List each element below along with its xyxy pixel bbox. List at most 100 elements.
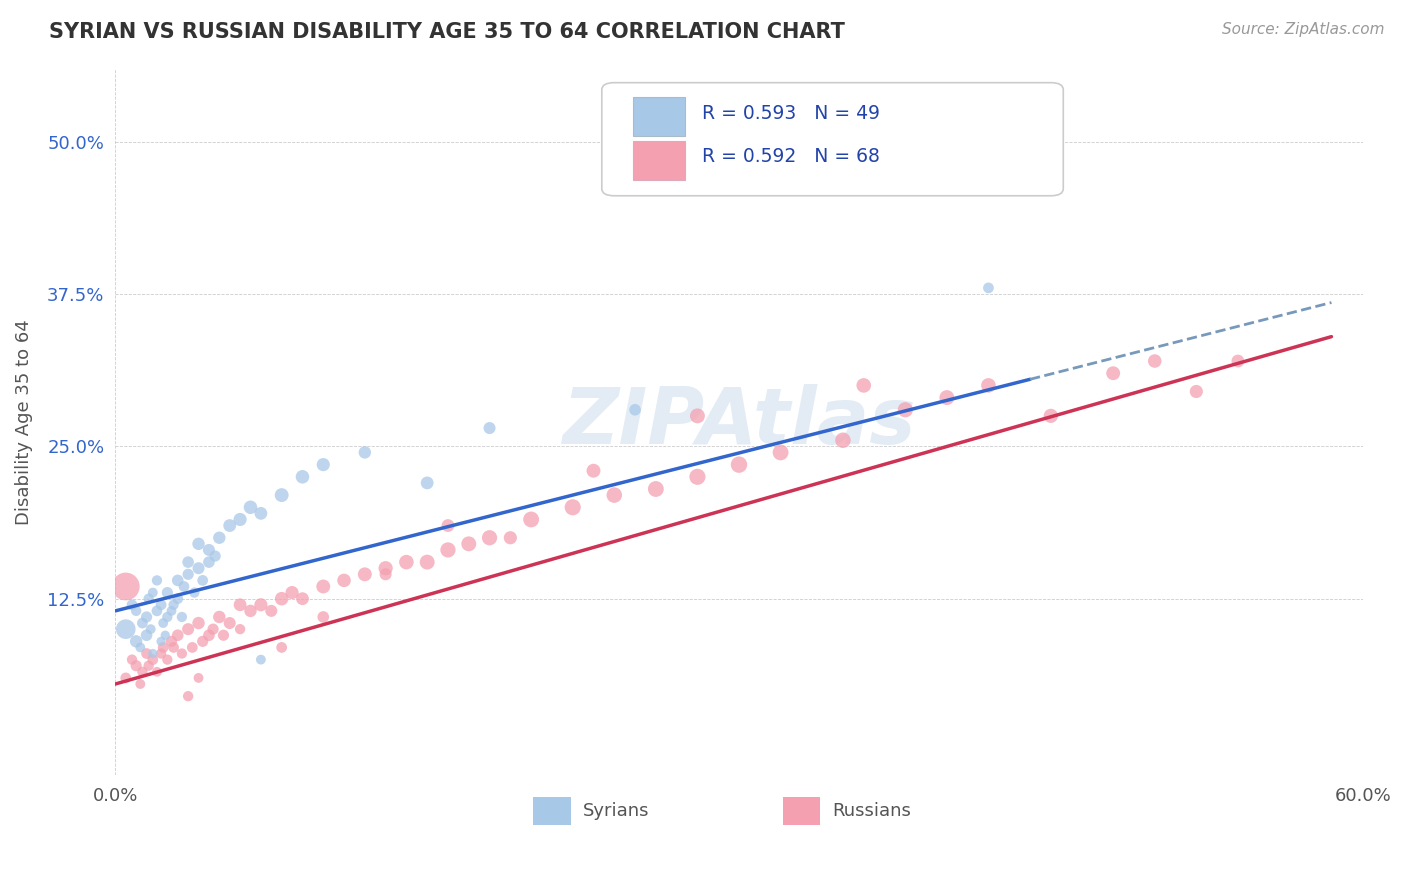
Point: [135, 647, 157, 661]
Point: [183, 585, 205, 599]
Point: [166, 591, 188, 606]
Point: [270, 488, 292, 502]
Point: [150, 634, 173, 648]
Point: [478, 421, 501, 435]
Point: [202, 622, 225, 636]
Point: [353, 567, 375, 582]
Point: [218, 615, 240, 630]
Point: [160, 604, 183, 618]
Point: [603, 488, 626, 502]
Point: [644, 482, 666, 496]
Point: [142, 652, 165, 666]
Point: [173, 580, 195, 594]
Point: [1143, 354, 1166, 368]
Point: [146, 574, 169, 588]
Point: [177, 567, 200, 582]
Point: [177, 622, 200, 636]
Point: [353, 445, 375, 459]
Point: [177, 555, 200, 569]
Point: [561, 500, 583, 515]
Point: [457, 537, 479, 551]
Point: [138, 591, 160, 606]
Point: [728, 458, 751, 472]
Point: [146, 604, 169, 618]
Point: [212, 628, 235, 642]
Point: [977, 378, 1000, 392]
Point: [852, 378, 875, 392]
Point: [131, 665, 153, 679]
Point: [121, 652, 143, 666]
Point: [114, 671, 136, 685]
Point: [125, 634, 148, 648]
FancyBboxPatch shape: [633, 97, 685, 136]
Point: [935, 391, 957, 405]
Point: [160, 634, 183, 648]
FancyBboxPatch shape: [533, 797, 571, 825]
Point: [129, 640, 152, 655]
Point: [166, 574, 188, 588]
Point: [125, 658, 148, 673]
Point: [686, 470, 709, 484]
Point: [152, 615, 174, 630]
Point: [312, 458, 335, 472]
Point: [395, 555, 418, 569]
Point: [1226, 354, 1249, 368]
Point: [281, 585, 304, 599]
Point: [416, 555, 439, 569]
Point: [250, 507, 273, 521]
Point: [239, 604, 262, 618]
Point: [187, 615, 209, 630]
Point: [333, 574, 356, 588]
FancyBboxPatch shape: [783, 797, 820, 825]
Point: [198, 555, 221, 569]
Point: [229, 622, 252, 636]
Point: [291, 470, 314, 484]
Point: [156, 585, 179, 599]
Point: [499, 531, 522, 545]
FancyBboxPatch shape: [633, 141, 685, 179]
Point: [312, 580, 335, 594]
Point: [114, 580, 136, 594]
Point: [250, 652, 273, 666]
Point: [166, 628, 188, 642]
Point: [208, 531, 231, 545]
Point: [156, 652, 179, 666]
Point: [769, 445, 792, 459]
Point: [170, 610, 193, 624]
Point: [150, 647, 173, 661]
Point: [478, 531, 501, 545]
Text: R = 0.593   N = 49: R = 0.593 N = 49: [702, 103, 880, 122]
Point: [218, 518, 240, 533]
Text: Source: ZipAtlas.com: Source: ZipAtlas.com: [1222, 22, 1385, 37]
Point: [270, 640, 292, 655]
Point: [177, 689, 200, 703]
Point: [198, 543, 221, 558]
Point: [152, 640, 174, 655]
Point: [187, 671, 209, 685]
Point: [520, 512, 543, 526]
Text: R = 0.592   N = 68: R = 0.592 N = 68: [702, 147, 880, 167]
Point: [229, 512, 252, 526]
Point: [139, 622, 162, 636]
Point: [204, 549, 226, 563]
Point: [374, 567, 396, 582]
Point: [1102, 366, 1125, 380]
Y-axis label: Disability Age 35 to 64: Disability Age 35 to 64: [15, 319, 32, 524]
Point: [582, 464, 605, 478]
Point: [291, 591, 314, 606]
Point: [208, 610, 231, 624]
Point: [114, 622, 136, 636]
Point: [416, 475, 439, 490]
Point: [374, 561, 396, 575]
Point: [121, 598, 143, 612]
Point: [624, 402, 647, 417]
Point: [187, 561, 209, 575]
Point: [229, 598, 252, 612]
Point: [686, 409, 709, 423]
Point: [162, 598, 184, 612]
Point: [191, 634, 214, 648]
Point: [142, 585, 165, 599]
FancyBboxPatch shape: [602, 83, 1063, 195]
Point: [181, 640, 204, 655]
Point: [437, 543, 460, 558]
